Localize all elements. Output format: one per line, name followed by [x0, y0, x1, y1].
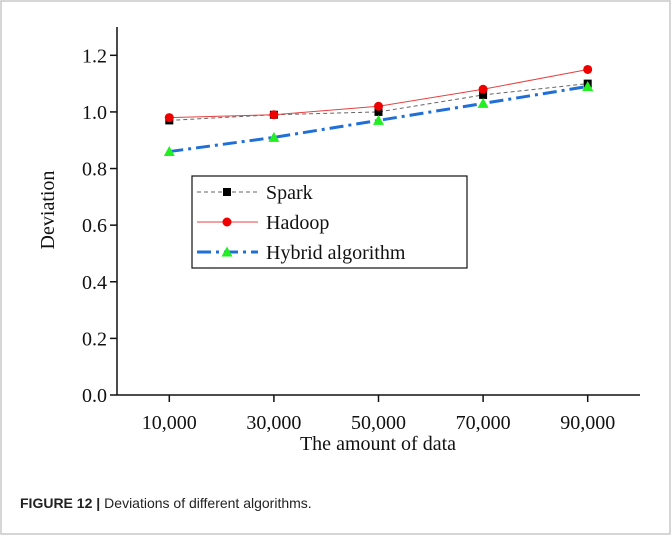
series-line	[169, 84, 588, 154]
marker	[268, 131, 280, 142]
caption: FIGURE 12 | Deviations of different algor…	[20, 495, 312, 511]
x-tick-label: 10,000	[142, 412, 197, 434]
legend-label: Hadoop	[266, 212, 329, 234]
marker	[163, 146, 175, 157]
series-line	[169, 83, 588, 121]
legend-label: Spark	[266, 182, 313, 204]
y-tick-label: 0.8	[82, 159, 107, 181]
x-tick-label: 90,000	[560, 412, 615, 434]
y-tick-label: 0.2	[82, 328, 107, 350]
marker	[479, 90, 488, 99]
marker	[582, 80, 594, 91]
y-tick-label: 0.0	[82, 385, 107, 407]
y-tick-label: 1.0	[82, 102, 107, 124]
caption-text: Deviations of different algorithms.	[104, 495, 312, 511]
x-tick-label: 50,000	[351, 412, 406, 434]
marker	[269, 110, 279, 120]
x-axis-label: The amount of data	[300, 433, 456, 455]
marker	[223, 188, 231, 196]
caption-label: FIGURE 12 |	[20, 495, 100, 511]
marker	[477, 97, 489, 108]
x-tick-label: 70,000	[456, 412, 511, 434]
marker	[221, 246, 233, 257]
y-axis-label: Deviation	[37, 171, 59, 250]
x-tick-label: 30,000	[246, 412, 301, 434]
marker	[164, 113, 174, 123]
marker	[222, 217, 232, 227]
marker	[583, 64, 593, 74]
y-tick-label: 0.4	[82, 272, 107, 294]
y-tick-label: 1.2	[82, 45, 107, 67]
marker	[478, 84, 488, 94]
marker	[374, 101, 383, 111]
legend-label: Hybrid algorithm	[266, 242, 406, 264]
y-tick-label: 0.6	[82, 215, 107, 237]
marker	[374, 107, 383, 116]
marker	[373, 114, 384, 125]
